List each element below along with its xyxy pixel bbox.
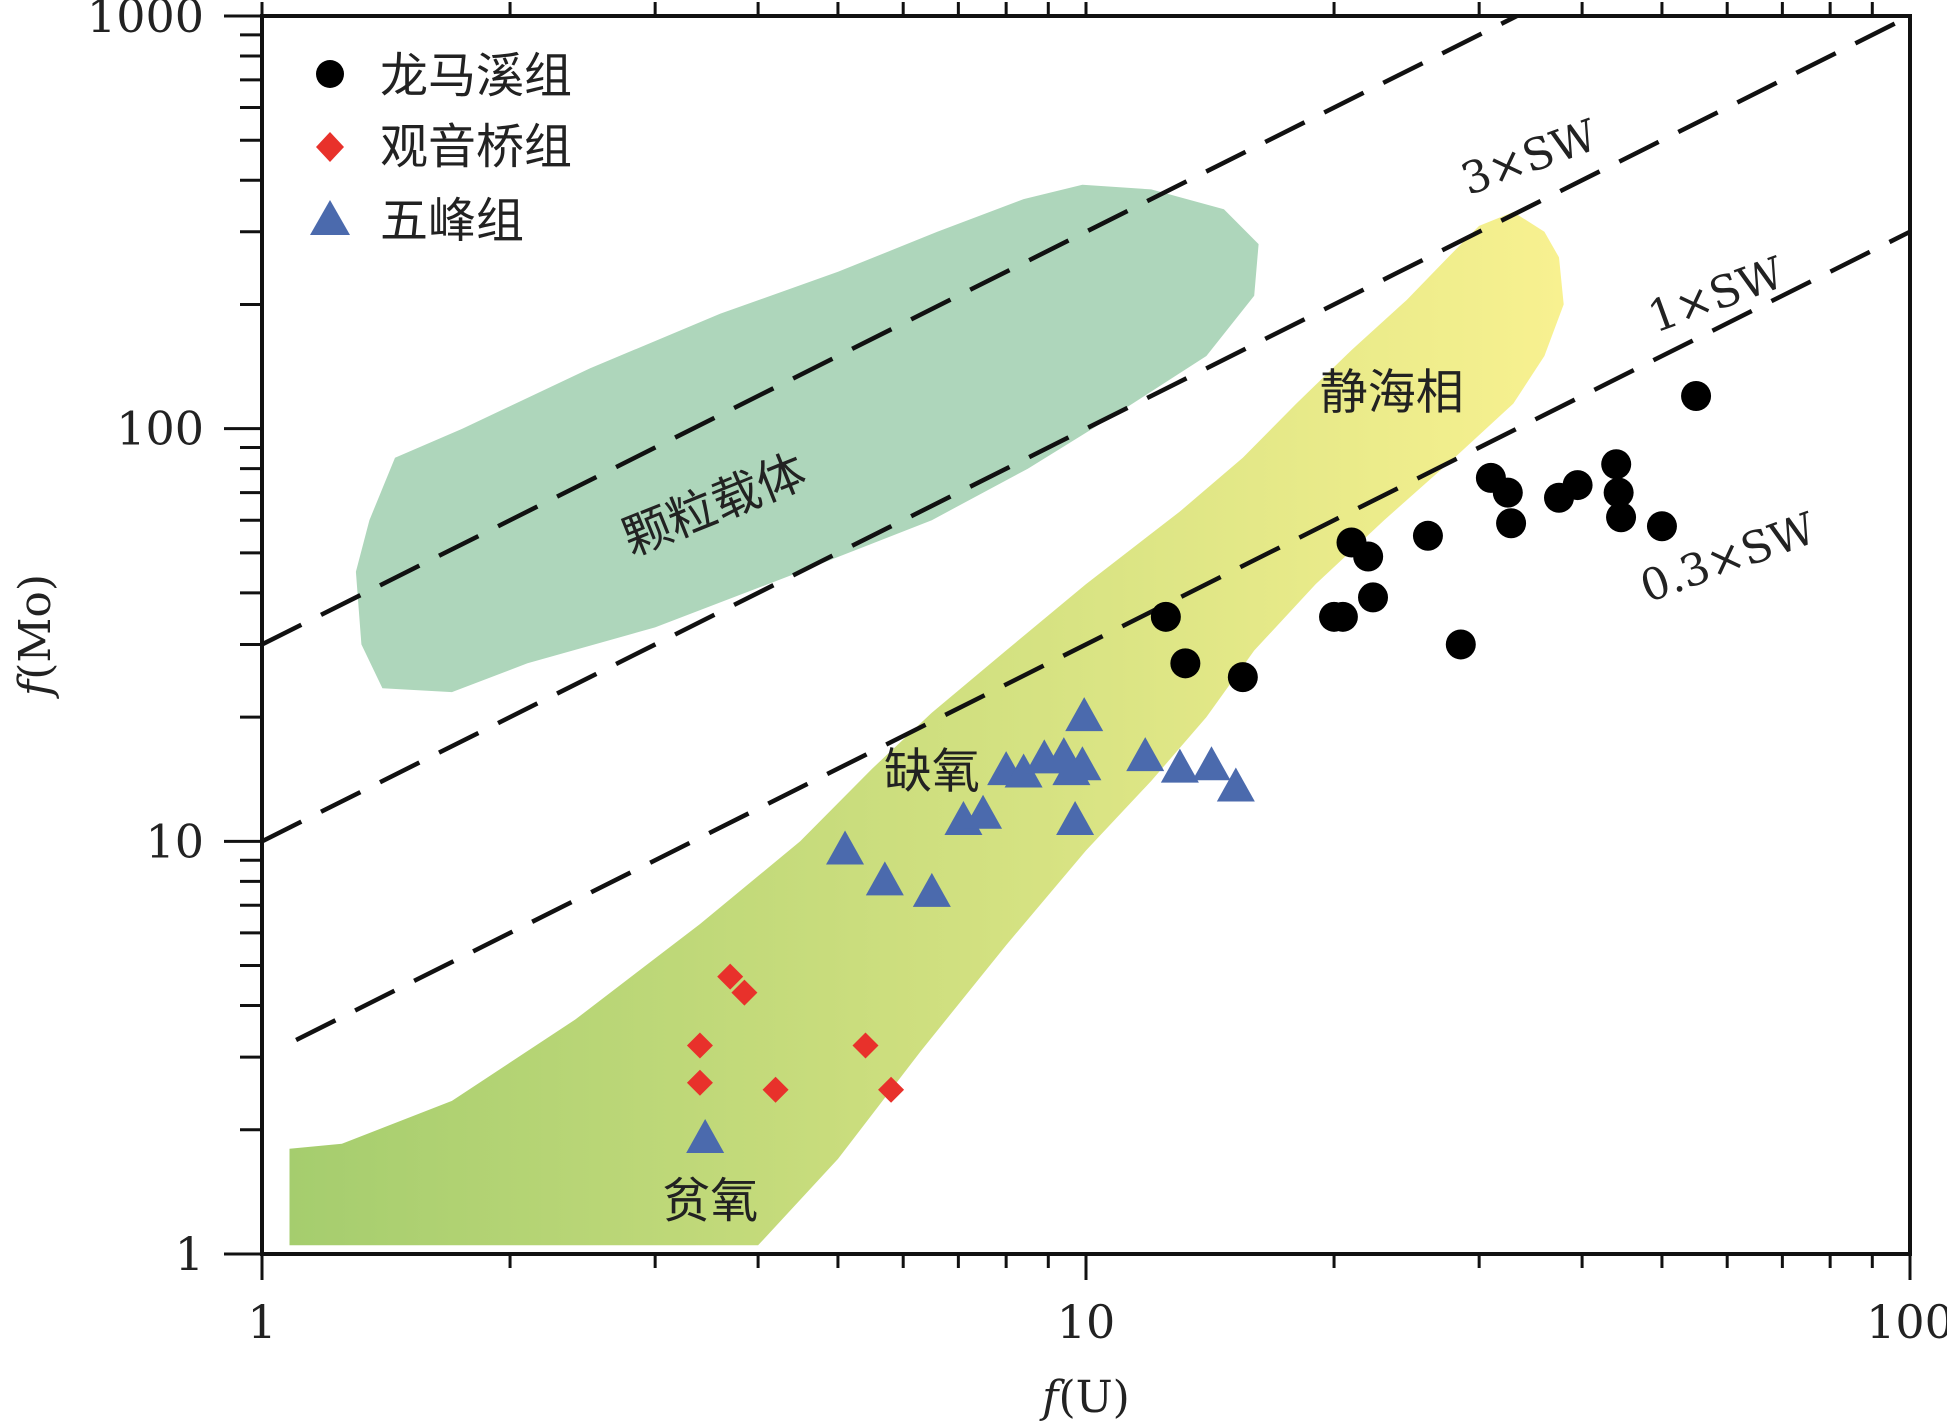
point-triangle-5: [964, 794, 1003, 829]
y-tick-label-0: 1: [175, 1227, 204, 1281]
legend-marker-guanyinqiao: [316, 132, 344, 162]
x-tick-label-1: 10: [1057, 1295, 1116, 1349]
reference-line-2: [295, 229, 1910, 1043]
point-triangle-3: [912, 872, 951, 907]
point-triangle-2: [865, 861, 904, 896]
point-circle-8: [1412, 520, 1443, 551]
point-diamond-1: [686, 1069, 713, 1096]
point-circle-6: [1353, 541, 1384, 572]
point-circle-4: [1327, 601, 1358, 632]
y-tick-label-1: 10: [145, 814, 204, 868]
x-axis-label: f(U): [1039, 1372, 1130, 1422]
point-triangle-0: [686, 1118, 725, 1153]
point-diamond-5: [852, 1032, 879, 1059]
point-diamond-2: [717, 963, 744, 990]
point-diamond-0: [686, 1032, 713, 1059]
legend-label-wufeng: 五峰组: [380, 193, 524, 249]
particulate-shuttle-region: [355, 184, 1259, 693]
legend-label-longmaxi: 龙马溪组: [380, 48, 572, 104]
point-triangle-14: [1126, 737, 1165, 772]
point-triangle-17: [1216, 767, 1255, 802]
seawater-reference-lines: [262, 16, 1910, 1043]
point-diamond-6: [878, 1076, 905, 1103]
point-triangle-7: [1004, 753, 1043, 788]
euxinic-region: [289, 212, 1564, 1246]
point-circle-19: [1681, 380, 1712, 411]
point-diamond-3: [731, 979, 758, 1006]
point-triangle-1: [826, 830, 865, 865]
region-label-2: 缺氧: [884, 744, 980, 800]
point-circle-18: [1646, 511, 1677, 542]
point-circle-0: [1150, 601, 1181, 632]
point-circle-1: [1170, 648, 1201, 679]
point-circle-16: [1603, 477, 1634, 508]
region-label-1: 静海相: [1320, 364, 1464, 420]
point-circle-9: [1445, 629, 1476, 660]
reference-line-0: [262, 16, 1522, 647]
point-circle-17: [1606, 502, 1637, 533]
y-axis-label-var: (Mo): [10, 574, 61, 680]
reference-line-label-0: 3×SW: [1455, 110, 1605, 206]
axis-tick-labels: 1 10 100 1 10 100 1000: [87, 0, 1947, 1349]
point-circle-15: [1601, 449, 1632, 480]
point-triangle-12: [1063, 746, 1102, 781]
point-circle-14: [1562, 470, 1593, 501]
point-triangle-15: [1160, 748, 1199, 783]
region-label-3: 贫氧: [662, 1173, 758, 1229]
x-axis-label-var: (U): [1058, 1372, 1129, 1422]
legend: 龙马溪组 观音桥组 五峰组: [310, 48, 572, 249]
reference-line-1: [262, 16, 1910, 844]
point-diamond-4: [762, 1076, 789, 1103]
point-circle-2: [1227, 662, 1258, 693]
legend-marker-wufeng: [310, 200, 350, 235]
x-tick-label-2: 100: [1866, 1295, 1947, 1349]
point-triangle-16: [1192, 746, 1231, 781]
legend-label-guanyinqiao: 观音桥组: [380, 119, 572, 175]
y-tick-label-3: 1000: [87, 0, 204, 43]
y-axis-label: f(Mo): [10, 574, 61, 699]
x-tick-label-0: 1: [247, 1295, 276, 1349]
point-circle-12: [1496, 508, 1527, 539]
y-tick-label-2: 100: [116, 402, 204, 456]
legend-marker-longmaxi: [316, 60, 344, 88]
point-circle-11: [1492, 477, 1523, 508]
axis-ticks: [224, 2, 1912, 1280]
point-triangle-11: [1056, 801, 1095, 836]
point-circle-7: [1358, 582, 1389, 613]
data-points: [686, 380, 1712, 1153]
point-triangle-13: [1065, 697, 1104, 732]
plot-regions: [289, 184, 1564, 1246]
